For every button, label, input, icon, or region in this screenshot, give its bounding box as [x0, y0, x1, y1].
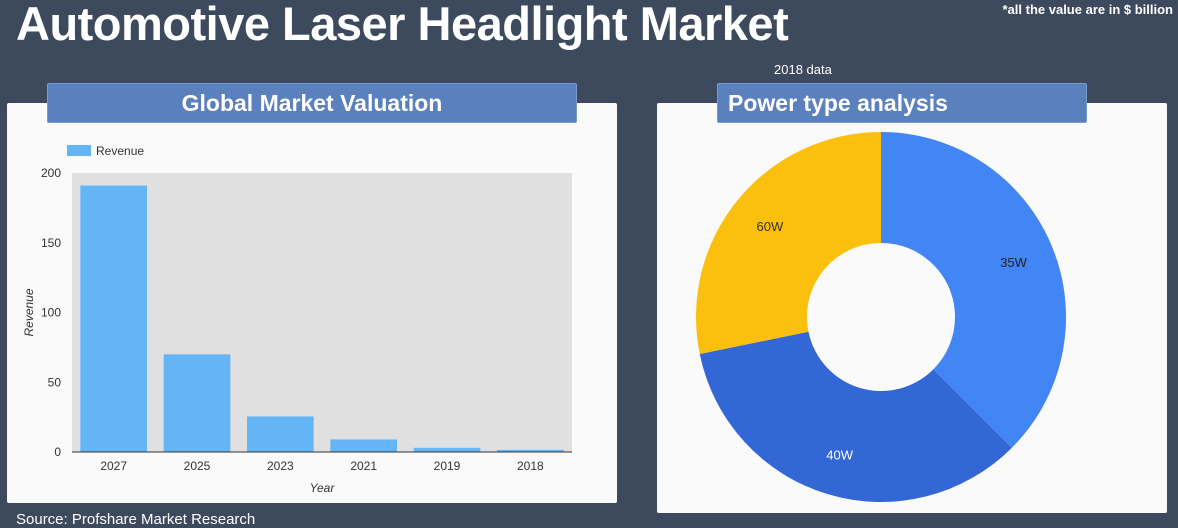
y-tick-label: 100 [41, 306, 61, 320]
bar-2019 [413, 447, 481, 452]
x-tick-label: 2025 [184, 459, 211, 473]
slice-label: 40W [826, 447, 853, 462]
slice-label: 60W [756, 219, 783, 234]
y-tick-label: 150 [41, 236, 61, 250]
x-tick-label: 2018 [517, 459, 544, 473]
y-tick-label: 50 [48, 375, 62, 389]
bar-chart: Revenue 0 50 100 150 200 2027 2025 2023 2021 2019 2… [22, 144, 572, 495]
bar-chart-header: Global Market Valuation [47, 83, 577, 123]
legend-swatch [67, 145, 91, 156]
slice-35w [881, 132, 1066, 448]
slice-60w [696, 132, 881, 354]
y-axis-title: Revenue [22, 288, 36, 336]
x-tick-label: 2027 [100, 459, 127, 473]
data-year-note: 2018 data [774, 62, 832, 77]
units-note: *all the value are in $ billion [1002, 2, 1174, 17]
x-tick-label: 2019 [434, 459, 461, 473]
legend-label: Revenue [96, 144, 144, 158]
y-tick-label: 200 [41, 166, 61, 180]
y-tick-label: 0 [54, 445, 61, 459]
bar-chart-card: Revenue 0 50 100 150 200 2027 2025 2023 2021 2019 2… [7, 103, 617, 503]
page-title: Automotive Laser Headlight Market [16, 0, 789, 50]
bar-2021 [330, 439, 397, 452]
bar-2025 [163, 354, 231, 452]
source-note: Source: Profshare Market Research [16, 511, 256, 528]
plot-area [72, 173, 572, 452]
bar-2027 [80, 185, 147, 452]
donut-chart: 35W 40W 60W [696, 132, 1066, 502]
pie-chart-header: Power type analysis [717, 83, 1087, 123]
x-tick-label: 2023 [267, 459, 294, 473]
x-tick-label: 2021 [350, 459, 377, 473]
bar-2023 [247, 416, 314, 452]
pie-chart-card: 35W 40W 60W [657, 103, 1167, 513]
x-axis-title: Year [310, 481, 336, 495]
slice-40w [699, 331, 1012, 502]
slice-label: 35W [1000, 255, 1027, 270]
bar-2018 [497, 449, 564, 452]
